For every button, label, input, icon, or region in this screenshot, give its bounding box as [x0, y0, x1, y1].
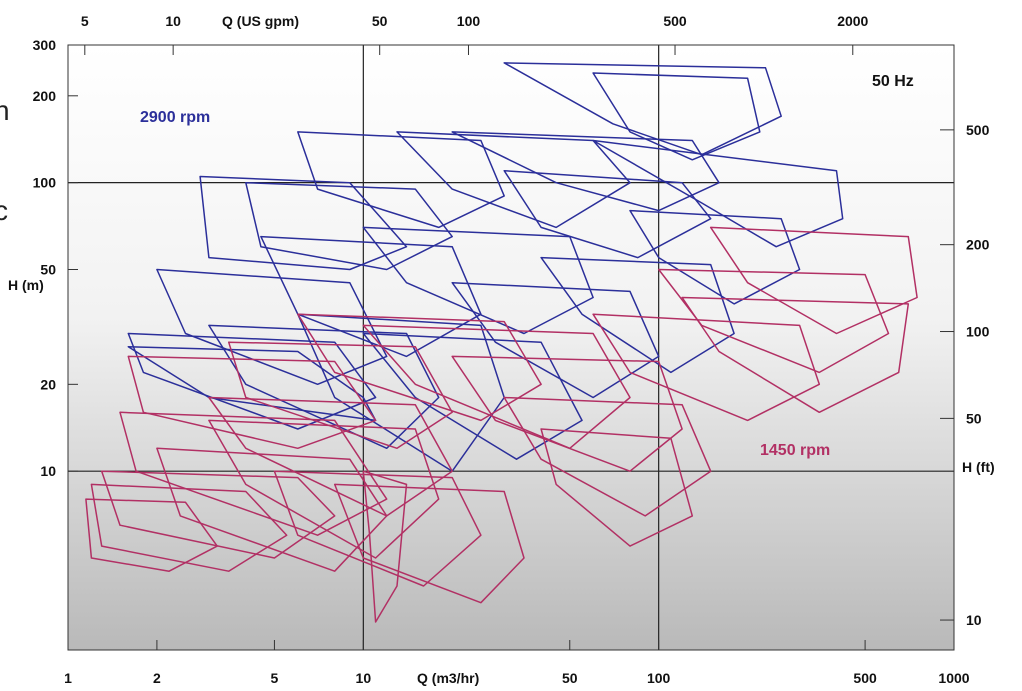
series-label-2900rpm: 2900 rpm — [140, 109, 210, 126]
region-2900rpm — [396, 131, 631, 229]
series-label-1450rpm: 1450 rpm — [760, 442, 830, 459]
region-2900rpm — [199, 175, 408, 271]
region-1450rpm — [127, 355, 377, 450]
region-1450rpm — [273, 470, 482, 587]
x-bottom-tick-label: 500 — [853, 670, 877, 686]
x-bottom-tick-label: 2 — [153, 670, 161, 686]
x-top-tick-label: 2000 — [837, 13, 868, 29]
y-left-tick-label: 300 — [33, 37, 57, 53]
region-1450rpm — [119, 411, 388, 536]
region-2900rpm — [260, 235, 482, 358]
x-top-tick-label: 50 — [372, 13, 388, 29]
x-top-tick-label: 10 — [165, 13, 181, 29]
region-1450rpm — [208, 396, 453, 517]
region-1450rpm — [362, 470, 408, 623]
region-1450rpm — [451, 355, 683, 472]
region-1450rpm — [297, 313, 542, 422]
y-right-tick-label: 10 — [966, 612, 982, 628]
region-1450rpm — [709, 226, 918, 335]
region-1450rpm — [100, 470, 336, 559]
x-bottom-tick-label: 50 — [562, 670, 578, 686]
edge-fragment-bottom: c — [0, 195, 8, 226]
region-2900rpm — [503, 62, 782, 156]
region-1450rpm — [208, 419, 440, 559]
region-2900rpm — [540, 256, 735, 374]
y-left-tick-label: 20 — [40, 376, 56, 392]
x-bottom-tick-label: 10 — [356, 670, 372, 686]
region-1450rpm — [540, 428, 694, 547]
region-1450rpm — [592, 313, 821, 422]
x-top-tick-label: 5 — [81, 13, 89, 29]
y-right-tick-label: 200 — [966, 237, 990, 253]
region-2900rpm — [127, 332, 377, 430]
y-right-axis-label: H (ft) — [962, 459, 995, 475]
x-top-tick-label: 100 — [457, 13, 481, 29]
grid-lines — [68, 45, 954, 650]
region-1450rpm — [227, 341, 453, 450]
region-1450rpm — [85, 498, 218, 572]
region-1450rpm — [681, 296, 910, 414]
region-1450rpm — [90, 483, 288, 572]
region-2900rpm — [127, 345, 377, 422]
y-left-tick-label: 200 — [33, 88, 57, 104]
region-1450rpm — [503, 396, 712, 517]
axes: 1 2 5 10 50 100 500 1000 5 10 50 100 500 2000 10 20 50 10… — [33, 13, 990, 686]
x-top-axis-label: Q (US gpm) — [222, 13, 299, 29]
region-2900rpm — [362, 226, 594, 335]
x-bottom-axis-label: Q (m3/hr) — [417, 670, 479, 686]
frequency-label: 50 Hz — [872, 73, 914, 90]
y-right-tick-label: 100 — [966, 324, 990, 340]
region-2900rpm — [208, 324, 440, 450]
y-left-tick-label: 50 — [40, 262, 56, 278]
region-2900rpm — [245, 181, 453, 271]
x-bottom-tick-label: 1 — [64, 670, 72, 686]
x-bottom-tick-label: 100 — [647, 670, 671, 686]
y-left-tick-label: 100 — [33, 175, 57, 191]
region-2900rpm — [629, 209, 801, 305]
x-bottom-tick-label: 1000 — [938, 670, 969, 686]
plot-background — [68, 45, 954, 650]
y-left-axis-label: H (m) — [8, 277, 44, 293]
y-left-tick-label: 10 — [40, 463, 56, 479]
region-1450rpm — [362, 324, 631, 450]
region-1450rpm — [333, 483, 525, 604]
y-right-tick-label: 50 — [966, 410, 982, 426]
x-top-tick-label: 500 — [663, 13, 687, 29]
region-1450rpm — [156, 447, 388, 572]
edge-fragment-top: n — [0, 95, 10, 126]
region-2900rpm — [297, 313, 505, 472]
region-2900rpm — [297, 131, 505, 229]
y-right-tick-label: 500 — [966, 122, 990, 138]
region-2900rpm — [592, 72, 761, 161]
region-2900rpm — [451, 131, 720, 212]
region-2900rpm — [156, 268, 388, 386]
operating-regions — [85, 62, 918, 623]
plot-frame — [67, 44, 955, 651]
x-bottom-tick-label: 5 — [271, 670, 279, 686]
region-2900rpm — [503, 169, 712, 259]
region-2900rpm — [451, 281, 660, 399]
